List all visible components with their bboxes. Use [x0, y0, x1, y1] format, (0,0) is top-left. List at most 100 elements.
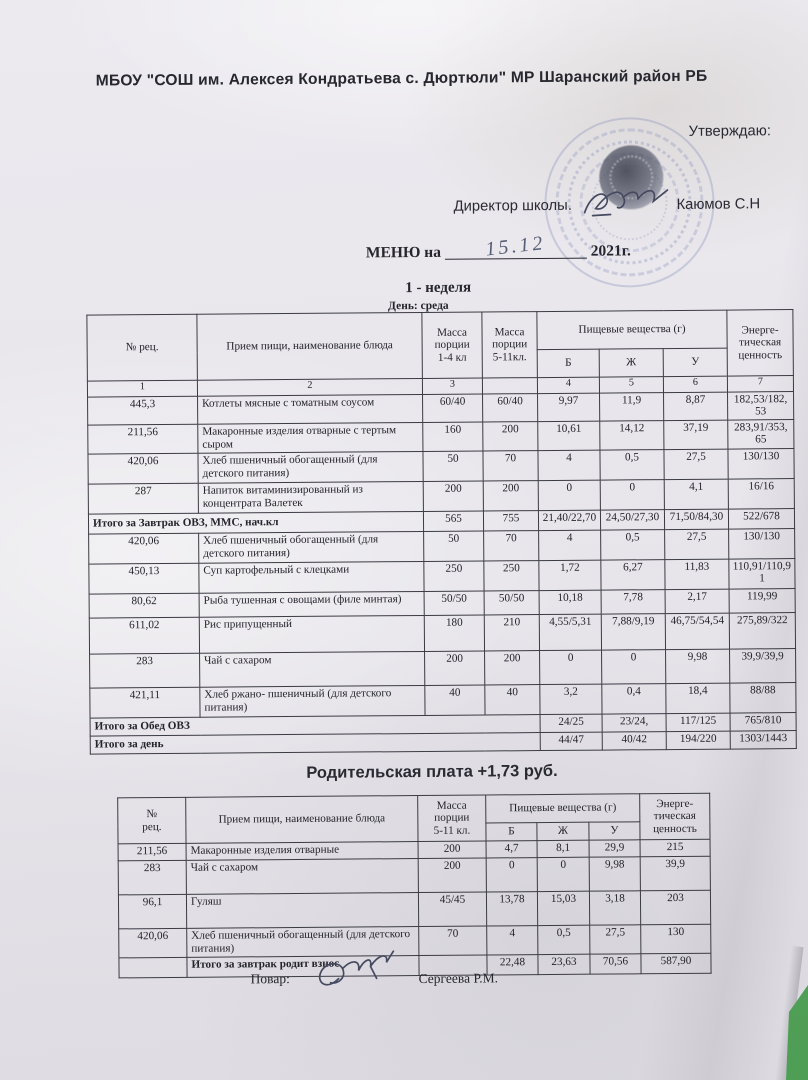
column-header-rec: № рец. [117, 797, 187, 844]
menu-table-cell: 283 [89, 652, 200, 688]
menu-date-blank: 15.12 [444, 232, 587, 261]
menu-table-cell: 250 [423, 560, 485, 592]
menu-table-cell: 0,5 [599, 449, 665, 480]
menu-table-cell: 29,9 [589, 839, 641, 858]
menu-table-cell [482, 377, 538, 395]
column-header-dish: Прием пищи, наименование блюда [185, 795, 419, 844]
menu-table-cell: 283,91/353,65 [727, 419, 794, 449]
menu-table-cell: Чай с сахаром [186, 858, 419, 895]
menu-table-cell: 7 [727, 375, 794, 393]
menu-table-cell: 200 [418, 840, 487, 859]
menu-table-cell: 8,87 [663, 392, 728, 421]
menu-table-cell: 9,98 [589, 856, 641, 892]
menu-table-cell: 160 [422, 422, 483, 452]
menu-table-cell: 6,27 [600, 559, 666, 590]
menu-table-cell: 39,9 [640, 856, 711, 891]
column-header-u: У [588, 821, 641, 841]
menu-table-cell: Чай с сахаром [199, 651, 425, 687]
column-header-zh: Ж [536, 822, 590, 841]
menu-table-cell: Котлеты мясные с томатным соусом [197, 394, 423, 425]
menu-table-cell: 7,78 [601, 589, 666, 614]
menu-table-cell: Рыба тушенная с овощами (филе минтая) [199, 591, 425, 617]
menu-table-cell: 5 [599, 376, 664, 394]
menu-table-cell: 71,50/84,30 [664, 508, 729, 530]
menu-table-cell: 275,89/322 [729, 612, 796, 649]
menu-table-cell: 765/810 [730, 712, 797, 731]
menu-table-cell: 50 [422, 450, 484, 482]
menu-table-cell: 46,75/54,54 [665, 612, 730, 650]
menu-table-cell: 194/220 [666, 730, 731, 750]
menu-table-cell: 0 [601, 649, 666, 684]
menu-table-cell: 200 [482, 421, 538, 451]
table-row: 611,02 Рис припущенный 180 210 4,55/5,31 7,88… [89, 612, 796, 654]
menu-table-cell: 0 [486, 857, 538, 892]
menu-table-cell: 0 [538, 479, 601, 511]
menu-table-cell: 450,13 [88, 562, 200, 594]
menu-table-cell: 4 [486, 925, 538, 955]
parent-fee-title: Родительская плата +1,73 руб. [306, 761, 558, 782]
menu-table-cell: 203 [640, 890, 711, 925]
menu-table-cell: 211,56 [87, 424, 198, 454]
menu-table-cell: 611,02 [89, 616, 200, 654]
menu-table-cell: Итого за день [90, 732, 541, 754]
menu-table-cell: Гуляш [186, 892, 419, 929]
menu-table-cell: Итого за Завтрак ОВЗ, ММС, нач.кл [88, 511, 424, 534]
menu-table-cell: 420,06 [118, 928, 187, 958]
column-header-zh: Ж [599, 348, 664, 378]
menu-table-cell: 70 [418, 925, 487, 956]
menu-table-cell: Хлеб пшеничный обогащенный (для детского… [197, 451, 424, 483]
menu-table-cell: 4 [537, 449, 601, 481]
menu-table-cell: 130/130 [727, 448, 795, 479]
menu-table-cell: 130 [640, 924, 711, 954]
table-row: Итого за завтрак родит взнос 22,48 23,63 70… [118, 952, 712, 978]
menu-table-cell: 117/125 [666, 712, 731, 732]
menu-table-cell: Макаронные изделия отварные с тертым сыр… [197, 422, 423, 453]
menu-table-cell: 0,4 [601, 683, 667, 714]
menu-table-cell: Суп картофельный с клецками [198, 561, 425, 593]
column-header-energy: Энерге- тическая ценность [639, 793, 711, 840]
menu-table-cell: 24,50/27,30 [600, 509, 665, 530]
column-header-nutrients: Пищевые вещества (г) [485, 793, 640, 823]
cook-signature [318, 950, 395, 986]
menu-table-cell: 0,5 [600, 529, 665, 560]
menu-table-cell: 421,11 [89, 686, 201, 718]
menu-table-cell: 45/45 [418, 891, 487, 927]
menu-table-cell: 755 [483, 510, 539, 531]
approve-label: Утверждаю: [688, 123, 772, 140]
menu-table-cell: 50/50 [484, 590, 540, 615]
menu-table-cell: 18,4 [665, 682, 731, 714]
menu-date-handwritten: 15.12 [484, 231, 547, 261]
menu-table-cell: 7,88/9,19 [601, 613, 666, 650]
menu-table-cell: 1,72 [538, 559, 602, 591]
menu-table-cell: 200 [484, 650, 540, 685]
menu-table-cell: 70 [483, 530, 539, 561]
menu-table-cell: 50/50 [424, 590, 485, 616]
menu-table-cell: 4,7 [486, 840, 538, 858]
menu-table-cell: 39,9/39,9 [729, 648, 796, 683]
table-row: 96,1 Гуляш 45/45 13,78 15,03 3,18 203 [118, 890, 711, 929]
menu-table-cell: 8,1 [537, 840, 590, 858]
column-header-mass14: Масса порции 1-4 кл [421, 312, 483, 379]
menu-table-cell: Напиток витаминизированный из концентрат… [198, 481, 424, 513]
menu-table-cell: 40 [424, 684, 486, 716]
menu-table-cell: 6 [663, 376, 728, 393]
menu-table-cell: 3,2 [539, 683, 603, 715]
menu-table-cell: 21,40/22,70 [538, 509, 601, 531]
menu-table-cell: 250 [483, 560, 540, 591]
menu-table-cell: 9,97 [537, 393, 600, 422]
menu-table-parent-fee: № рец. Прием пищи, наименование блюда Ма… [117, 793, 712, 978]
menu-table-cell: 2,17 [665, 588, 730, 614]
menu-table-cell: Макаронные изделия отварные [186, 841, 419, 861]
menu-table-cell: 287 [88, 482, 199, 514]
menu-table-cell: 13,78 [486, 891, 538, 926]
column-header-b: Б [485, 822, 538, 841]
table-row: 420,06 Хлеб пшеничный обогащенный (для де… [118, 924, 711, 958]
column-header-b: Б [537, 349, 600, 378]
column-header-energy: Энерге- тическая ценность [726, 309, 794, 377]
menu-table-cell: 180 [424, 614, 485, 652]
table-row: 283 Чай с сахаром 200 0 0 9,98 39,9 [118, 856, 711, 895]
menu-table-cell: 27,5 [589, 924, 641, 954]
menu-table-cell: 11,9 [599, 392, 664, 422]
